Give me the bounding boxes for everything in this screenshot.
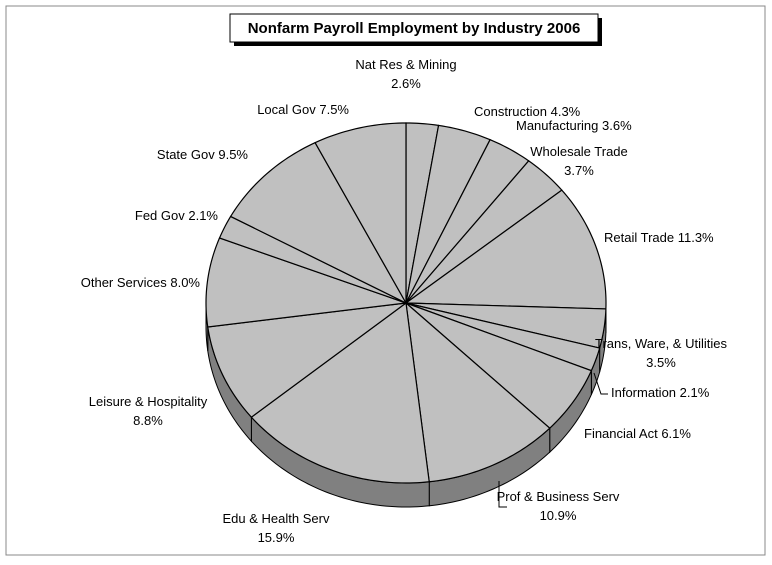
leader-line [498,481,507,508]
data-label: Information 2.1% [611,385,710,400]
slice [205,237,407,328]
label-name: Financial Act [584,426,658,441]
data-label: Fed Gov 2.1% [135,208,219,223]
data-label: State Gov 9.5% [157,147,249,162]
label-name: Other Services [81,275,167,290]
data-label: Edu & Health Serv 15.9% [223,511,330,545]
slice [405,301,551,483]
label-name: Fed Gov [135,208,185,223]
data-label: Wholesale Trade 3.7% [530,144,628,178]
slice [229,141,408,305]
slice [207,302,409,418]
label-name: Wholesale Trade [530,144,628,159]
data-label: Manufacturing 3.6% [516,118,632,133]
label-value: 15.9% [258,530,295,545]
label-value: 9.5% [218,147,248,162]
label-name: Edu & Health Serv [223,511,330,526]
chart-title: Nonfarm Payroll Employment by Industry 2… [248,20,581,37]
label-name: Retail Trade [604,230,674,245]
label-name: Trans, Ware, & Utilities [595,336,727,351]
label-value: 4.3% [551,104,581,119]
label-name: Information [611,385,676,400]
data-label: Prof & Business Serv 10.9% [497,489,620,523]
label-name: State Gov [157,147,215,162]
slice [218,215,407,304]
data-label: Nat Res & Mining 2.6% [355,57,456,91]
slice [314,122,407,306]
data-label: Retail Trade 11.3% [604,230,714,245]
data-label: Leisure & Hospitality 8.8% [89,394,208,428]
label-name: Leisure & Hospitality [89,394,208,409]
data-label: Local Gov 7.5% [257,102,349,117]
label-name: Construction [474,104,547,119]
slice [404,189,607,310]
label-value: 6.1% [661,426,691,441]
slice [405,138,530,304]
label-value: 3.6% [602,118,632,133]
label-value: 8.8% [133,413,163,428]
label-value: 2.6% [391,76,421,91]
data-label: Financial Act 6.1% [584,426,691,441]
label-name: Nat Res & Mining [355,57,456,72]
slice [405,302,593,429]
label-value: 10.9% [540,508,577,523]
label-value: 3.5% [646,355,676,370]
label-value: 11.3% [678,230,714,245]
label-value: 3.7% [564,163,594,178]
label-name: Local Gov [257,102,316,117]
slice [250,301,430,484]
label-name: Prof & Business Serv [497,489,620,504]
data-label: Trans, Ware, & Utilities 3.5% [595,336,727,370]
label-value: 7.5% [319,102,349,117]
label-value: 2.1% [680,385,710,400]
slice [405,124,491,304]
data-label: Other Services 8.0% [81,275,201,290]
label-value: 2.1% [188,208,218,223]
data-label: Construction 4.3% [474,104,581,119]
slice [405,160,563,304]
title-box [229,13,599,43]
label-value: 8.0% [170,275,200,290]
label-name: Manufacturing [516,118,598,133]
leader-line [593,372,608,395]
slice [405,302,601,372]
